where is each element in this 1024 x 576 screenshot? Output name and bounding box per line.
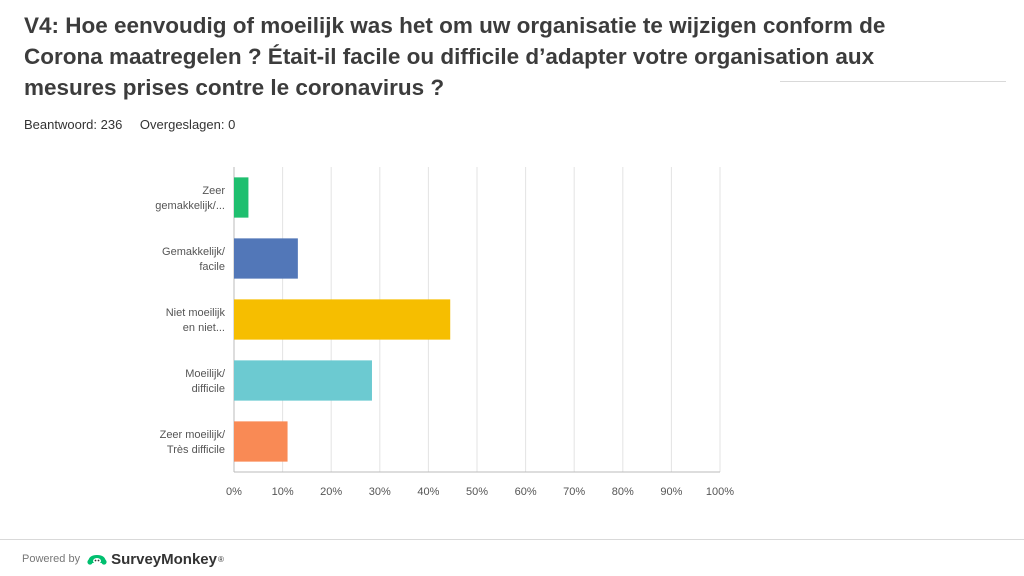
x-tick-label-7: 70% — [563, 486, 585, 498]
x-tick-label-0: 0% — [226, 486, 242, 498]
x-tick-label-10: 100% — [706, 486, 734, 498]
surveymonkey-link[interactable]: SurveyMonkey ® — [86, 551, 224, 568]
footer-divider — [0, 539, 1024, 540]
bar-0 — [234, 177, 249, 218]
footer: Powered by SurveyMonkey ® — [22, 549, 224, 569]
category-label-0-1: gemakkelijk/... — [155, 200, 225, 212]
powered-by-text: Powered by — [22, 553, 81, 565]
category-label-0-0: Zeer — [202, 185, 225, 197]
category-label-3-1: difficile — [192, 383, 225, 395]
surveymonkey-logo-icon — [87, 555, 107, 565]
x-tick-label-6: 60% — [515, 486, 537, 498]
bar-chart: 0% 10% 20% 30% 40% 50% 60% 70% 80% 90% 100% Zeer gem… — [155, 167, 734, 498]
category-label-1-0: Gemakkelijk/ — [162, 246, 226, 258]
x-tick-label-2: 20% — [320, 486, 342, 498]
category-label-4-0: Zeer moeilijk/ — [160, 429, 226, 441]
bar-4 — [234, 421, 288, 462]
brand-name: SurveyMonkey — [111, 550, 217, 568]
bar-3 — [234, 360, 372, 401]
answered-count: Beantwoord: 236 — [24, 117, 123, 132]
skipped-count: Overgeslagen: 0 — [139, 117, 236, 132]
question-title: V4: Hoe eenvoudig of moeilijk was het om… — [24, 13, 886, 100]
response-stats: Beantwoord: 236 Overgeslagen: 0 — [24, 117, 249, 132]
x-tick-label-8: 80% — [612, 486, 634, 498]
category-label-3-0: Moeilijk/ — [185, 368, 226, 380]
bar-2 — [234, 299, 451, 340]
x-tick-label-4: 40% — [417, 486, 439, 498]
bar-1 — [234, 238, 298, 279]
category-label-2-1: en niet... — [183, 322, 225, 334]
title-divider — [780, 81, 1006, 82]
category-label-2-0: Niet moeilijk — [166, 307, 226, 319]
category-label-1-1: facile — [199, 261, 225, 273]
category-label-4-1: Très difficile — [167, 444, 225, 456]
x-tick-label-3: 30% — [369, 486, 391, 498]
x-tick-label-9: 90% — [660, 486, 682, 498]
x-tick-label-1: 10% — [272, 486, 294, 498]
brand-trademark: ® — [217, 554, 224, 564]
x-tick-label-5: 50% — [466, 486, 488, 498]
